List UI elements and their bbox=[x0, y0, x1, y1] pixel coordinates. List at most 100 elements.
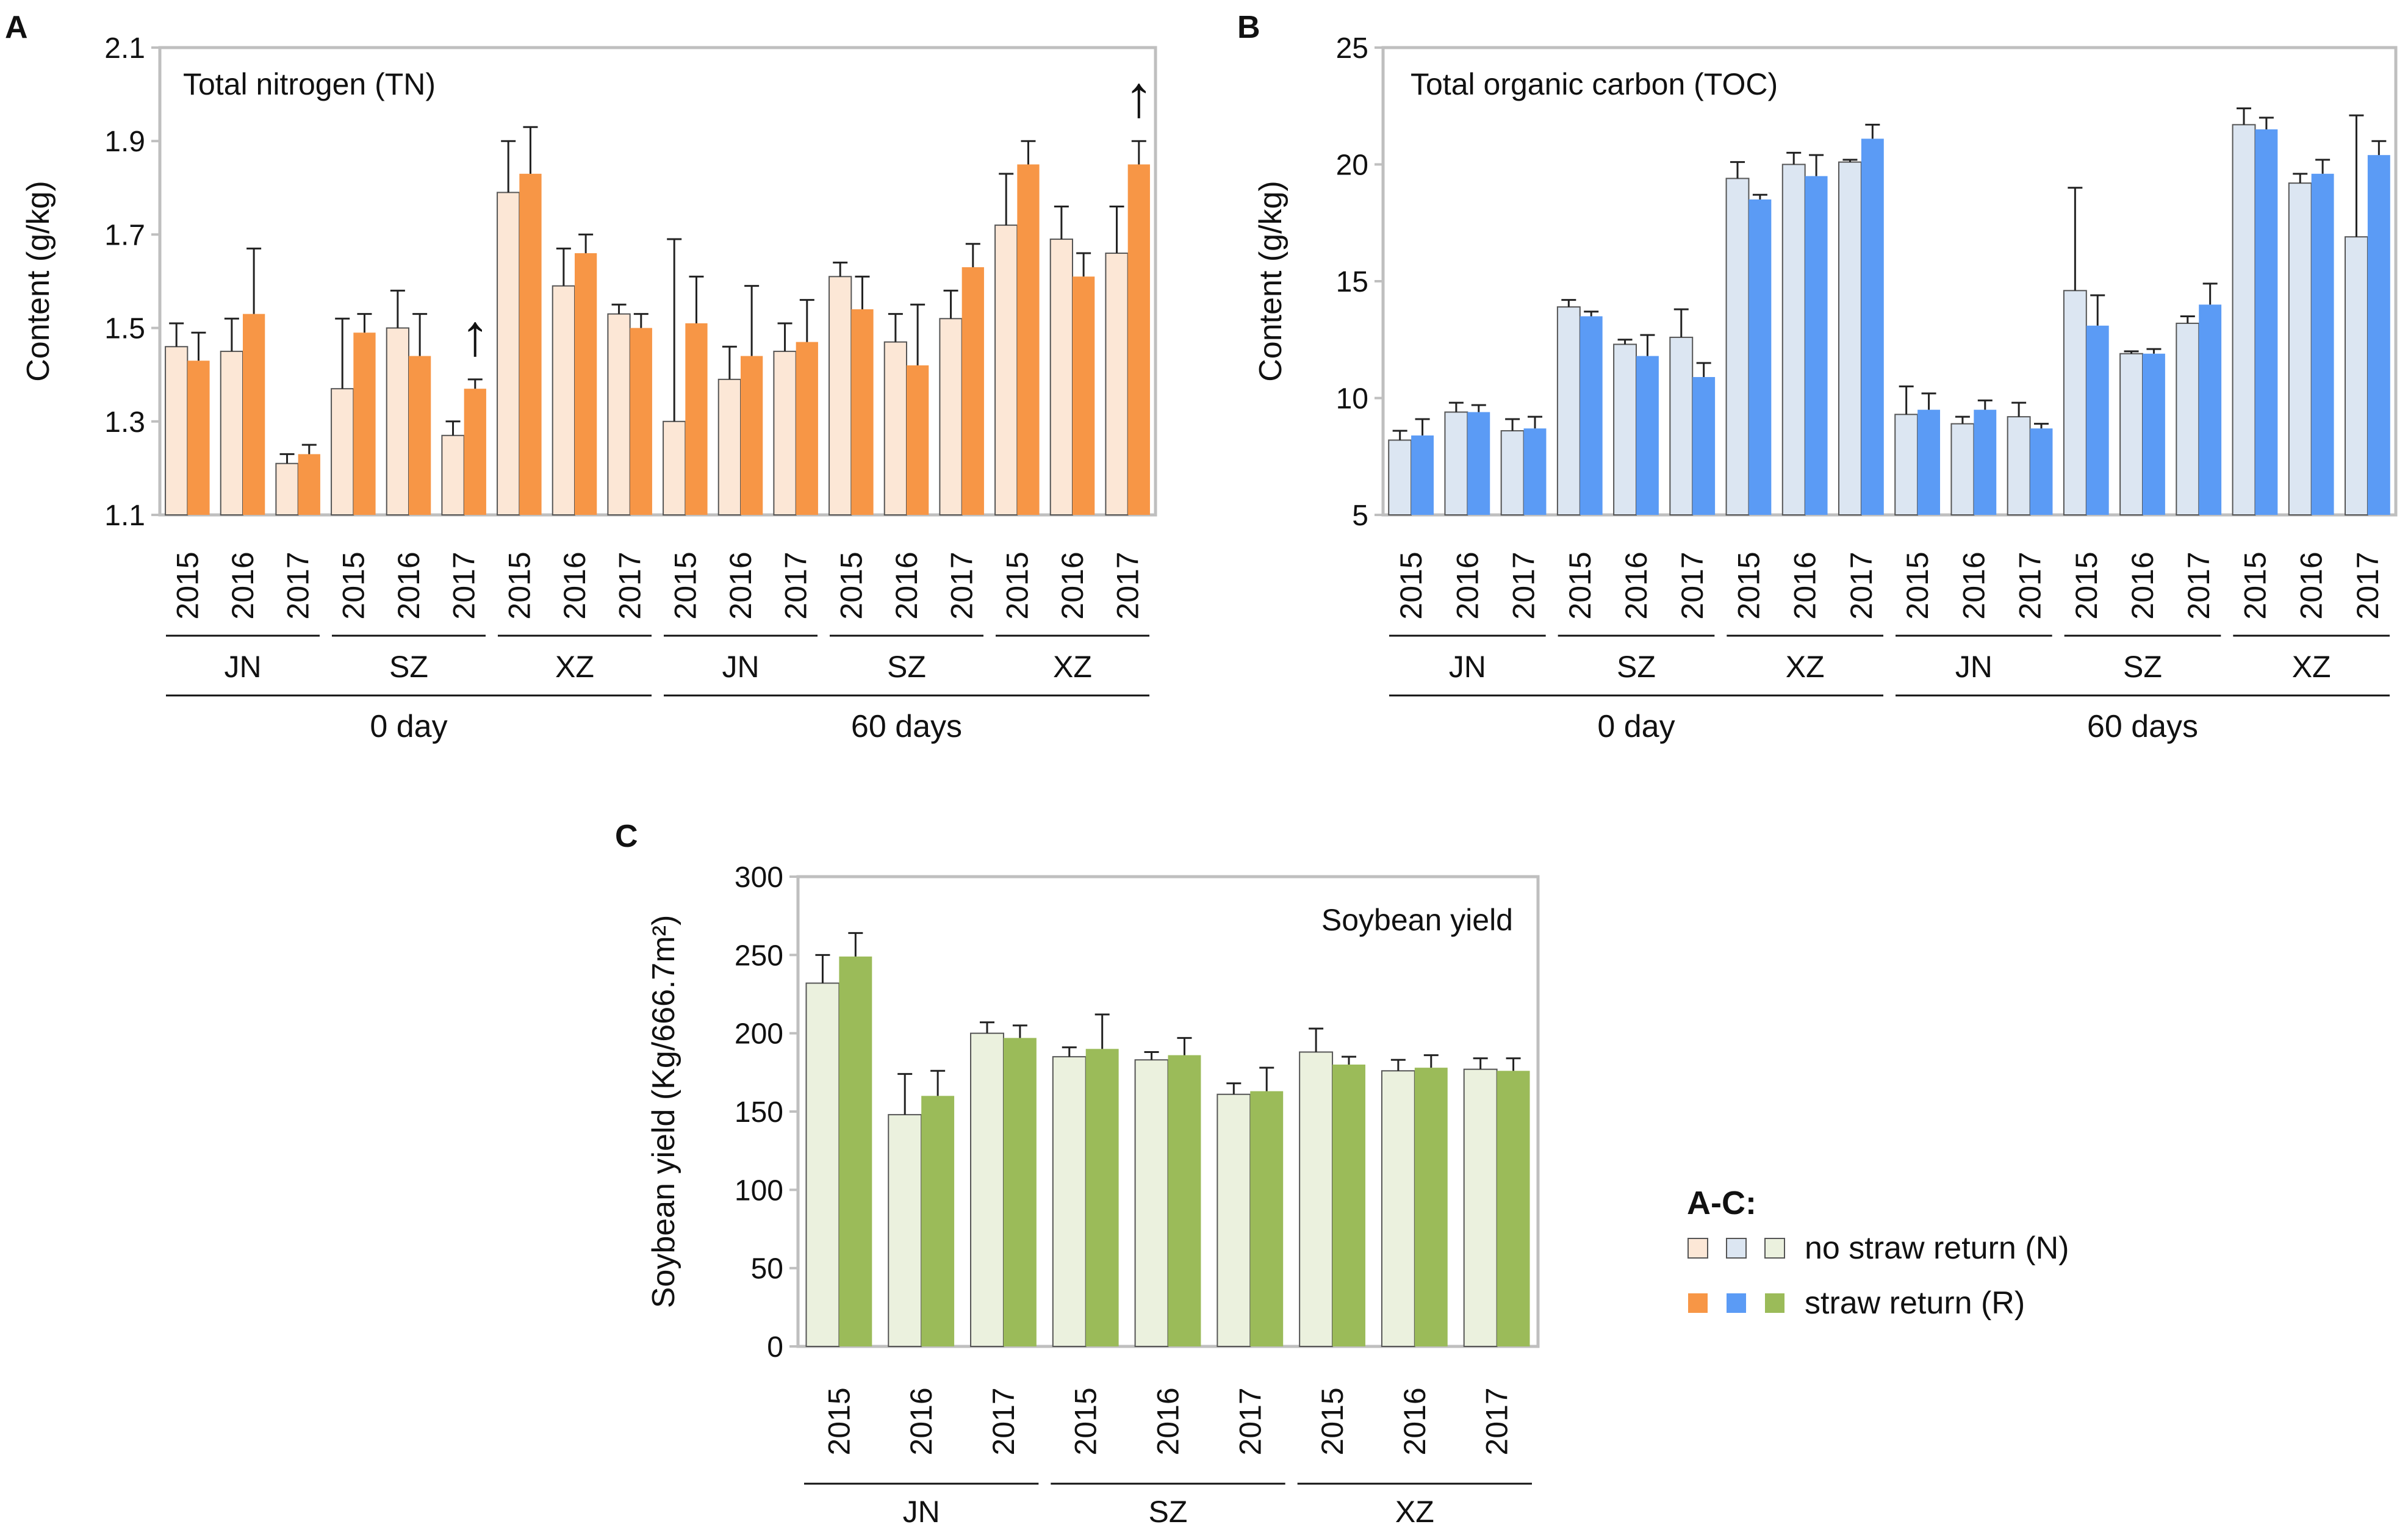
a-bar-r bbox=[741, 356, 763, 515]
legend-swatch-a-n bbox=[1687, 1238, 1708, 1259]
b-period-label: 60 days bbox=[2087, 709, 2198, 744]
a-bar-r bbox=[1127, 164, 1150, 515]
b-bar-n bbox=[1669, 336, 1694, 516]
legend-row-straw-return: straw return (R) bbox=[1688, 1285, 2025, 1321]
c-ytick-label: 100 bbox=[735, 1174, 783, 1207]
b-year-label: 2017 bbox=[2013, 552, 2047, 619]
b-site-label: JN bbox=[1955, 650, 1993, 684]
b-bar-r bbox=[2367, 155, 2390, 515]
b-period-label: 0 day bbox=[1597, 709, 1675, 744]
legend-title: A-C: bbox=[1687, 1185, 1756, 1221]
panel-a: A Total nitrogen (TN) Content (g/kg) 1.1… bbox=[5, 10, 1157, 744]
a-bar-n bbox=[828, 276, 852, 516]
legend-swatch-b-n bbox=[1726, 1238, 1747, 1259]
b-site-label: XZ bbox=[1786, 650, 1825, 684]
b-year-label: 2015 bbox=[2069, 552, 2104, 619]
b-bar-r bbox=[1636, 356, 1659, 515]
a-bar-n bbox=[275, 462, 299, 516]
c-bar-r bbox=[1168, 1055, 1201, 1346]
c-site-label: SZ bbox=[1149, 1495, 1188, 1527]
a-site-label: SZ bbox=[887, 650, 926, 684]
c-ytick-label: 250 bbox=[735, 940, 783, 972]
panel-b: B Total organic carbon (TOC) Content (g/… bbox=[1237, 10, 2398, 744]
c-bar-r bbox=[1085, 1049, 1119, 1346]
a-bar-n bbox=[939, 318, 963, 516]
legend-swatch-b-r bbox=[1727, 1293, 1746, 1313]
b-bar-r bbox=[2255, 129, 2278, 516]
b-bar-n bbox=[1725, 178, 1750, 516]
c-bar-n bbox=[1463, 1068, 1498, 1347]
b-bar-n bbox=[2119, 353, 2143, 516]
c-year-label: 2016 bbox=[1398, 1387, 1432, 1455]
b-site-label: SZ bbox=[2123, 650, 2162, 684]
b-year-label: 2016 bbox=[2295, 552, 2329, 619]
b-bar-n bbox=[1950, 423, 1975, 516]
a-bar-r bbox=[630, 328, 652, 515]
a-bar-r bbox=[1073, 276, 1095, 515]
b-site-label: SZ bbox=[1617, 650, 1656, 684]
b-bar-n bbox=[1500, 430, 1525, 516]
panel-a-plot-frame bbox=[158, 46, 1157, 517]
a-increase-arrow: ↑ bbox=[461, 303, 490, 368]
a-year-label: 2017 bbox=[779, 552, 813, 619]
b-bar-r bbox=[1692, 377, 1716, 515]
c-bar-r bbox=[1250, 1091, 1284, 1346]
c-site-label: XZ bbox=[1395, 1495, 1434, 1527]
b-ytick-label: 20 bbox=[1336, 149, 1368, 182]
a-site-label: XZ bbox=[1053, 650, 1092, 684]
panel-b-title: Total organic carbon (TOC) bbox=[1411, 67, 1778, 101]
c-ytick-label: 0 bbox=[767, 1331, 783, 1364]
b-bar-n bbox=[2232, 124, 2256, 516]
c-bar-n bbox=[1134, 1059, 1169, 1348]
a-year-label: 2017 bbox=[1111, 552, 1145, 619]
a-bar-r bbox=[961, 267, 984, 515]
panel-a-title: Total nitrogen (TN) bbox=[183, 67, 436, 101]
a-year-label: 2015 bbox=[668, 552, 702, 619]
b-bar-r bbox=[1917, 409, 1940, 515]
a-bar-r bbox=[409, 356, 431, 515]
a-year-label: 2016 bbox=[226, 552, 260, 619]
panel-c-ylabel: Soybean yield (Kg/666.7m²) bbox=[646, 915, 681, 1309]
c-year-label: 2016 bbox=[904, 1387, 938, 1455]
panel-b-letter: B bbox=[1237, 10, 1260, 45]
c-bar-r bbox=[921, 1096, 955, 1346]
a-bar-r bbox=[796, 342, 818, 515]
panel-c-letter: C bbox=[615, 819, 638, 854]
a-year-label: 2016 bbox=[1055, 552, 1090, 619]
c-ytick-label: 300 bbox=[735, 861, 783, 894]
c-site-label: JN bbox=[903, 1495, 940, 1527]
legend-label-r: straw return (R) bbox=[1805, 1285, 2025, 1321]
b-bar-n bbox=[1894, 414, 1919, 516]
c-bar-n bbox=[970, 1032, 1004, 1347]
a-bar-n bbox=[165, 346, 189, 516]
c-bar-n bbox=[1299, 1051, 1334, 1347]
legend-swatch-a-r bbox=[1688, 1293, 1708, 1313]
c-year-label: 2016 bbox=[1151, 1387, 1185, 1455]
a-year-label: 2015 bbox=[1000, 552, 1034, 619]
a-year-label: 2016 bbox=[558, 552, 592, 619]
b-year-label: 2016 bbox=[2126, 552, 2160, 619]
c-bar-r bbox=[1332, 1065, 1365, 1346]
a-period-label: 0 day bbox=[370, 709, 447, 744]
b-bar-r bbox=[1411, 435, 1434, 515]
b-bar-n bbox=[2288, 182, 2312, 516]
panel-c: C Soybean yield Soybean yield (Kg/666.7m… bbox=[615, 819, 1540, 1527]
a-year-label: 2016 bbox=[890, 552, 924, 619]
a-year-label: 2015 bbox=[502, 552, 536, 619]
a-bar-n bbox=[497, 192, 520, 516]
a-ytick-label: 1.1 bbox=[104, 500, 145, 532]
legend-swatch-c-n bbox=[1764, 1238, 1785, 1259]
c-bar-n bbox=[1381, 1070, 1415, 1348]
b-year-label: 2015 bbox=[2238, 552, 2272, 619]
c-bar-r bbox=[839, 956, 872, 1346]
c-bar-n bbox=[1217, 1093, 1251, 1348]
a-bar-n bbox=[552, 285, 576, 516]
a-bar-n bbox=[883, 341, 907, 516]
a-site-label: SZ bbox=[389, 650, 428, 684]
a-ytick-label: 1.3 bbox=[104, 406, 145, 439]
b-bar-n bbox=[2345, 236, 2368, 516]
b-year-label: 2016 bbox=[1619, 552, 1653, 619]
c-year-label: 2017 bbox=[1233, 1387, 1267, 1455]
a-bar-n bbox=[331, 388, 354, 516]
a-year-label: 2015 bbox=[170, 552, 204, 619]
